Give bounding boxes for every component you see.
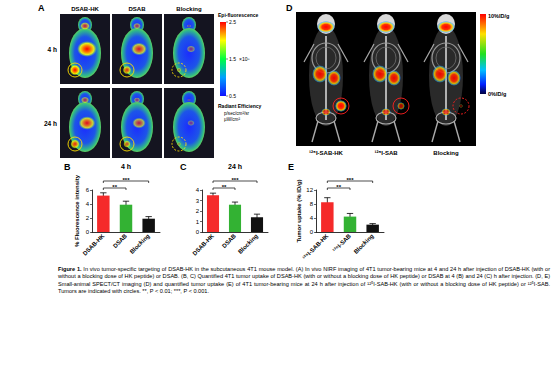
svg-text:**: **: [222, 184, 227, 190]
svg-text:24 h: 24 h: [228, 163, 242, 170]
svg-text:DSAB-HK: DSAB-HK: [82, 232, 106, 256]
svg-text:8: 8: [310, 201, 314, 207]
svg-text:1.5: 1.5: [229, 56, 236, 62]
svg-text:×10⁸: ×10⁸: [239, 56, 250, 62]
svg-text:B: B: [64, 162, 71, 172]
svg-text:Blocking: Blocking: [433, 150, 459, 156]
svg-text:DSAB-HK: DSAB-HK: [191, 232, 215, 256]
svg-text:1: 1: [196, 219, 200, 225]
svg-text:2.5: 2.5: [229, 19, 236, 25]
svg-text:¹²⁵I-SAB-HK: ¹²⁵I-SAB-HK: [309, 150, 343, 156]
svg-text:% Fluorescence intensity: % Fluorescence intensity: [74, 174, 80, 247]
svg-text:Tumor uptake (% ID/g): Tumor uptake (% ID/g): [296, 179, 302, 242]
svg-text:0: 0: [196, 229, 200, 235]
svg-text:4 h: 4 h: [48, 46, 57, 53]
svg-text:D: D: [286, 3, 293, 13]
svg-text:Epi-fluorescence: Epi-fluorescence: [218, 12, 259, 18]
svg-text:10%ID/g: 10%ID/g: [488, 13, 509, 19]
svg-text:***: ***: [231, 177, 239, 183]
svg-text:0: 0: [310, 229, 314, 235]
svg-text:¹²⁵I-SAB-HK: ¹²⁵I-SAB-HK: [301, 232, 330, 261]
svg-text:0%ID/g: 0%ID/g: [488, 91, 506, 97]
svg-text:DSAB: DSAB: [221, 232, 238, 249]
svg-text:4: 4: [310, 215, 314, 221]
svg-text:Radiant Efficiency: Radiant Efficiency: [218, 103, 262, 109]
svg-text:C: C: [180, 162, 187, 172]
svg-text:4: 4: [86, 201, 90, 207]
svg-text:DSAB-HK: DSAB-HK: [71, 6, 99, 12]
svg-text:24 h: 24 h: [44, 120, 57, 127]
svg-text:6: 6: [86, 187, 90, 193]
html-text:Figure 1. In vivo tumor-specif: Figure 1. In vivo tumor-specific targeti…: [58, 266, 550, 295]
svg-text:0: 0: [86, 229, 90, 235]
svg-text:3: 3: [196, 198, 200, 204]
svg-text:A: A: [38, 3, 45, 13]
svg-text:Blocking: Blocking: [353, 233, 375, 255]
svg-text:**: **: [336, 184, 341, 190]
svg-text:DSAB: DSAB: [112, 232, 129, 249]
svg-text:4 h: 4 h: [121, 163, 131, 170]
svg-text:Blocking: Blocking: [129, 233, 151, 255]
svg-text:Blocking: Blocking: [176, 6, 202, 12]
svg-text:2: 2: [196, 208, 200, 214]
svg-text:p/sec/cm²/sr: p/sec/cm²/sr: [224, 111, 249, 116]
svg-text:12: 12: [306, 187, 313, 193]
svg-text:Blocking: Blocking: [237, 233, 259, 255]
svg-text:µW/cm²: µW/cm²: [224, 117, 240, 122]
svg-text:***: ***: [346, 177, 354, 183]
svg-text:***: ***: [122, 177, 130, 183]
svg-text:DSAB: DSAB: [128, 6, 146, 12]
svg-text:**: **: [112, 184, 117, 190]
svg-text:E: E: [288, 162, 294, 172]
svg-text:¹²⁵I-SAB: ¹²⁵I-SAB: [374, 150, 398, 156]
svg-text:4: 4: [196, 187, 200, 193]
svg-text:¹²⁵I-SAB: ¹²⁵I-SAB: [332, 232, 353, 253]
svg-text:0.5: 0.5: [229, 93, 236, 99]
svg-text:2: 2: [86, 215, 90, 221]
